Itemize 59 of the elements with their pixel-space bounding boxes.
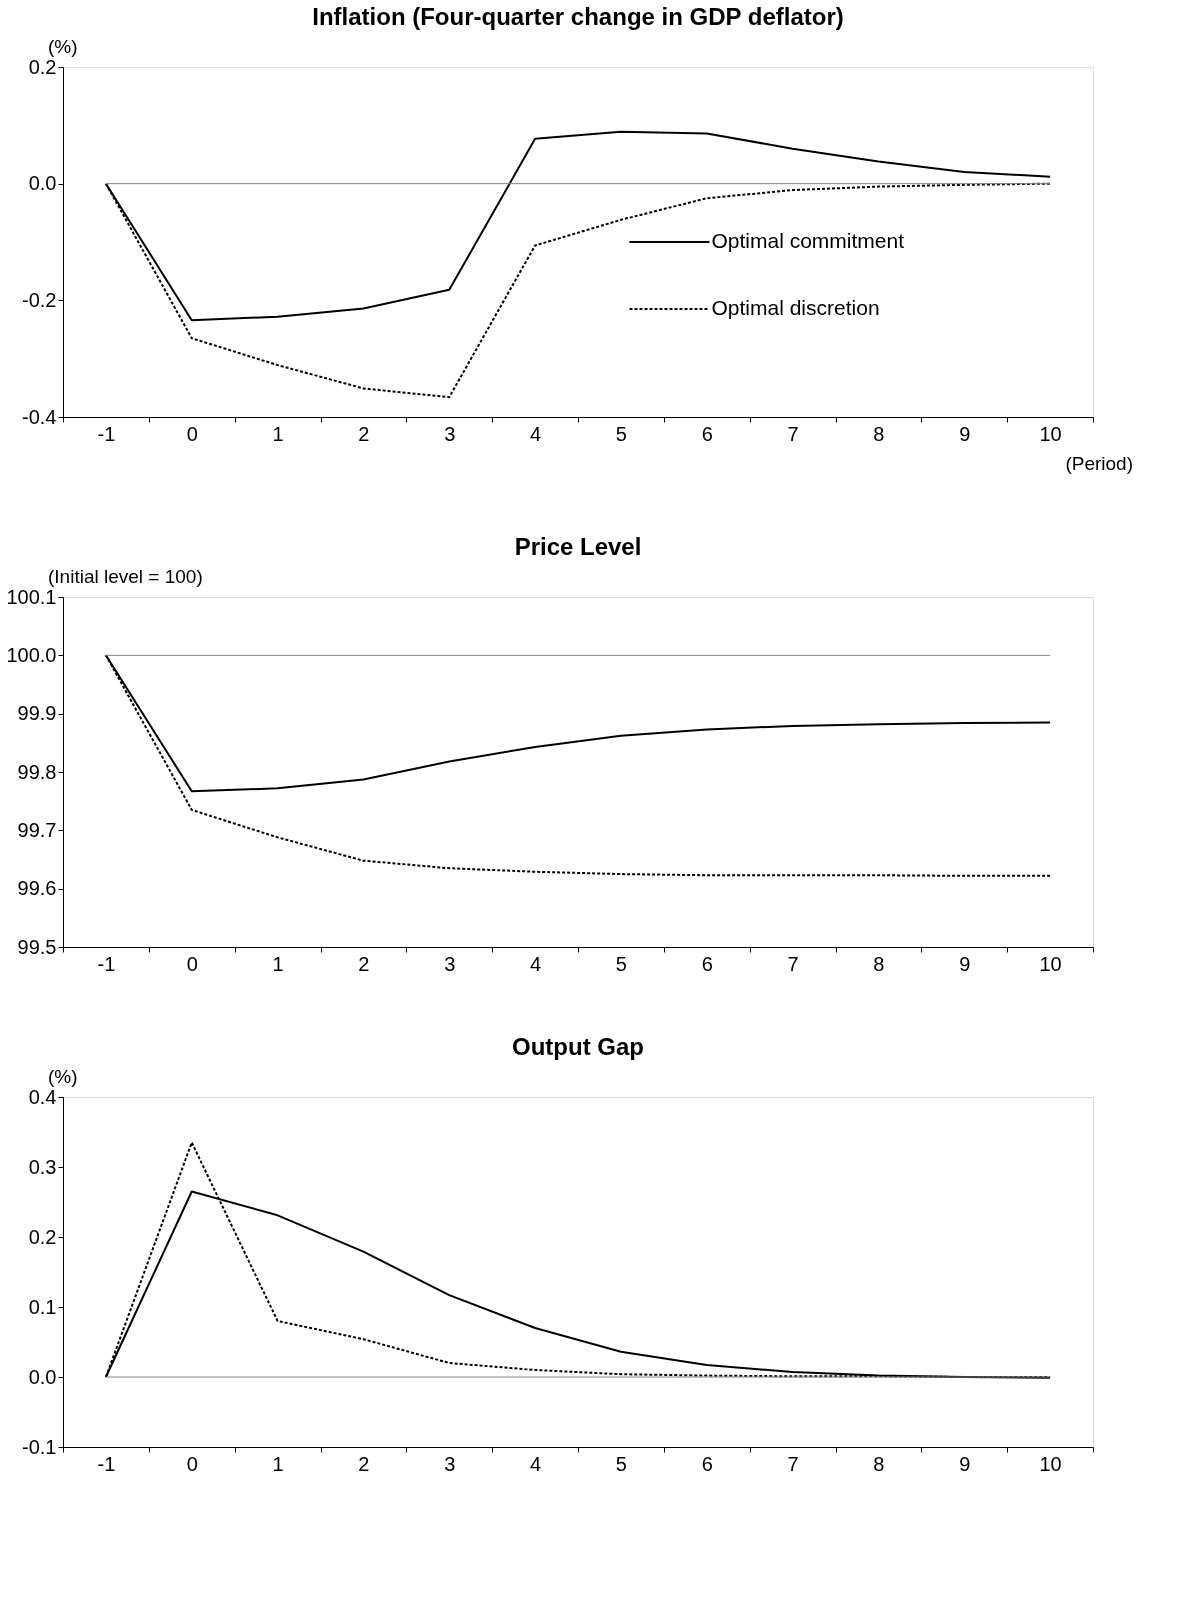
x-tick-label: 0 [186, 952, 198, 975]
y-tick-label: 0.2 [28, 1225, 57, 1248]
x-tick-label: -1 [97, 952, 116, 975]
x-tick-label: 2 [358, 952, 370, 975]
y-tick-label: 0.3 [28, 1155, 57, 1178]
x-tick-label: 2 [358, 422, 370, 445]
y-tick-label: 0.0 [28, 1365, 57, 1388]
x-tick-label: 1 [272, 1452, 284, 1475]
x-tick-label: 5 [615, 1452, 627, 1475]
text: (%) [48, 36, 78, 57]
x-tick-label: 3 [444, 1452, 456, 1475]
chart-title: Output Gap [512, 1033, 644, 1060]
x-tick-label: 1 [272, 422, 284, 445]
x-tick-label: 4 [530, 952, 542, 975]
legend-label: Optimal discretion [711, 296, 880, 319]
text: (Initial level = 100) [48, 566, 203, 587]
y-tick-label: 0.0 [28, 172, 57, 195]
text: (Period) [1065, 453, 1133, 474]
y-tick-label: 99.8 [17, 760, 57, 783]
x-tick-label: 8 [873, 1452, 885, 1475]
x-tick-label: 8 [873, 952, 885, 975]
text: (%) [48, 1066, 78, 1087]
x-tick-label: 3 [444, 422, 456, 445]
x-tick-label: 9 [959, 1452, 971, 1475]
x-tick-label: 10 [1039, 952, 1062, 975]
y-tick-label: -0.2 [22, 288, 57, 311]
x-tick-label: 5 [615, 422, 627, 445]
y-tick-label: -0.4 [22, 405, 57, 428]
x-tick-label: 0 [186, 1452, 198, 1475]
x-tick-label: 3 [444, 952, 456, 975]
x-tick-label: 1 [272, 952, 284, 975]
x-tick-label: 6 [701, 1452, 713, 1475]
y-tick-label: 100.0 [6, 643, 57, 666]
x-tick-label: 6 [701, 422, 713, 445]
x-tick-label: 4 [530, 1452, 542, 1475]
x-tick-label: -1 [97, 1452, 116, 1475]
x-tick-label: 2 [358, 1452, 370, 1475]
y-tick-label: 99.5 [17, 935, 57, 958]
x-tick-label: 6 [701, 952, 713, 975]
x-tick-label: 8 [873, 422, 885, 445]
y-tick-label: -0.1 [22, 1435, 57, 1458]
x-tick-label: 10 [1039, 1452, 1062, 1475]
x-tick-label: 7 [787, 1452, 799, 1475]
x-tick-label: 4 [530, 422, 542, 445]
y-tick-label: 99.6 [17, 877, 57, 900]
x-tick-label: -1 [97, 422, 116, 445]
y-tick-label: 99.9 [17, 702, 57, 725]
x-tick-label: 9 [959, 952, 971, 975]
y-tick-label: 0.1 [28, 1295, 57, 1318]
x-tick-label: 7 [787, 952, 799, 975]
legend-label: Optimal commitment [711, 229, 905, 252]
chart-title: Price Level [514, 533, 642, 560]
x-tick-label: 5 [615, 952, 627, 975]
y-tick-label: 99.7 [17, 818, 57, 841]
x-tick-label: 7 [787, 422, 799, 445]
x-tick-label: 9 [959, 422, 971, 445]
x-tick-label: 0 [186, 422, 198, 445]
chart-title: Inflation (Four-quarter change in GDP deflator) [312, 3, 844, 30]
x-tick-label: 10 [1039, 422, 1062, 445]
